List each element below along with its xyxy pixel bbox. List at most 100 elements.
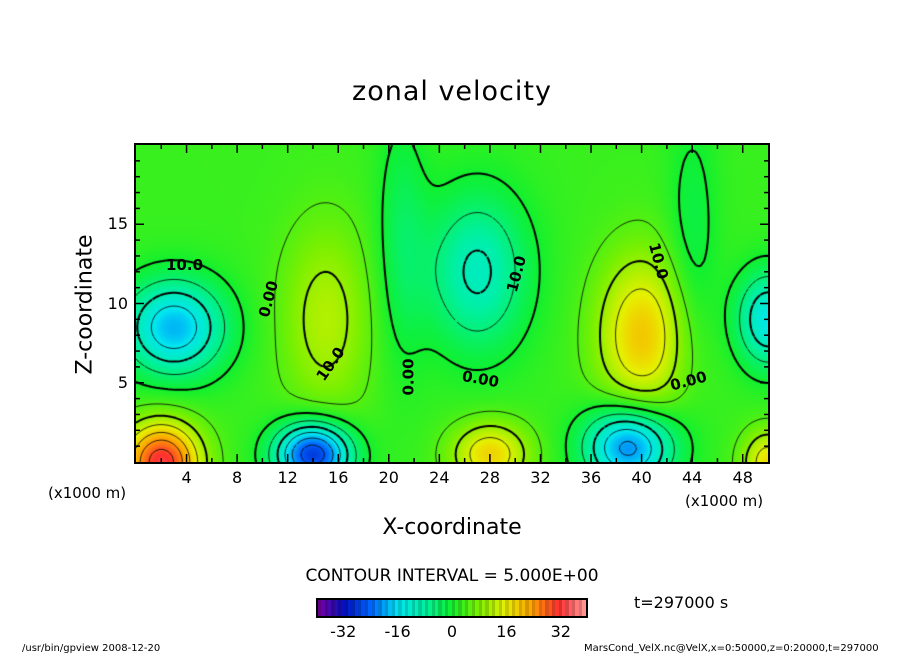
colorbar-swatch: [338, 600, 342, 616]
colorbar-swatch: [364, 600, 369, 616]
x-tick-label: 36: [580, 468, 602, 487]
colorbar-swatch: [528, 600, 532, 616]
colorbar-swatch: [458, 600, 462, 616]
colorbar-swatch: [498, 600, 502, 616]
colorbar-swatch: [552, 600, 556, 616]
y-axis-label: Z-coordinate: [72, 234, 98, 375]
colorbar-swatch: [532, 600, 536, 616]
colorbar-swatch: [525, 600, 529, 616]
colorbar-swatch: [488, 600, 492, 616]
x-tick-label: 32: [530, 468, 551, 487]
colorbar-swatch: [562, 600, 566, 616]
colorbar-swatch: [354, 600, 359, 616]
colorbar-tick-label: -32: [330, 622, 357, 641]
colorbar-swatch: [421, 600, 425, 616]
footer-left: /usr/bin/gpview 2008-12-20: [22, 643, 161, 654]
colorbar-swatch: [388, 600, 392, 616]
x-unit-label: (x1000 m): [685, 492, 764, 510]
colorbar-swatch: [401, 600, 405, 616]
colorbar-swatch: [568, 600, 573, 616]
colorbar-swatch: [545, 600, 549, 616]
colorbar-swatch: [445, 600, 449, 616]
colorbar-swatch: [578, 600, 583, 616]
colorbar-swatch: [318, 600, 322, 616]
colorbar-swatch: [542, 600, 546, 616]
colorbar-swatch: [425, 600, 429, 616]
colorbar-swatch: [324, 600, 329, 616]
colorbar-swatch: [535, 600, 539, 616]
x-tick-label: 48: [732, 468, 753, 487]
x-tick-label: 40: [631, 468, 652, 487]
colorbar-swatch: [378, 600, 382, 616]
y-tick-label: 15: [107, 214, 128, 234]
colorbar-swatch: [411, 600, 415, 616]
colorbar-swatch: [478, 600, 482, 616]
colorbar-swatch: [394, 600, 399, 616]
x-unit-label-left: (x1000 m): [48, 484, 127, 502]
colorbar-swatch: [334, 600, 339, 616]
colorbar-swatch: [381, 600, 385, 616]
colorbar-swatch: [328, 600, 332, 616]
colorbar-swatch: [391, 600, 395, 616]
colorbar-swatch: [374, 600, 379, 616]
colorbar-swatch: [348, 600, 352, 616]
footer-right: MarsCond_VelX.nc@VelX,x=0:50000,z=0:2000…: [584, 643, 879, 654]
x-tick-label: 24: [429, 468, 450, 487]
x-tick-label: 12: [277, 468, 298, 487]
colorbar: [316, 598, 588, 618]
x-tick-label: 4: [181, 468, 192, 487]
colorbar-swatch: [384, 600, 389, 616]
colorbar-swatch: [508, 600, 512, 616]
colorbar-swatch: [538, 600, 543, 616]
colorbar-swatch: [331, 600, 335, 616]
colorbar-tick-label: 32: [550, 622, 571, 641]
colorbar-swatch: [558, 600, 563, 616]
x-axis-label: X-coordinate: [382, 515, 522, 540]
x-tick-label: 28: [479, 468, 501, 487]
colorbar-swatch: [515, 600, 519, 616]
colorbar-swatch: [465, 600, 469, 616]
colorbar-swatch: [371, 600, 375, 616]
colorbar-tick-label: 0: [446, 622, 458, 641]
colorbar-swatch: [438, 600, 442, 616]
colorbar-swatch: [398, 600, 402, 616]
colorbar-swatch: [582, 600, 586, 616]
colorbar-swatch: [448, 600, 452, 616]
colorbar-swatch: [441, 600, 446, 616]
colorbar-swatch: [358, 600, 362, 616]
colorbar-swatch: [468, 600, 472, 616]
colorbar-swatch: [555, 600, 559, 616]
colorbar-swatch: [321, 600, 325, 616]
colorbar-swatch: [491, 600, 496, 616]
colorbar-swatch: [501, 600, 506, 616]
colorbar-swatch: [408, 600, 412, 616]
colorbar-swatch: [518, 600, 522, 616]
colorbar-swatch: [521, 600, 526, 616]
colorbar-swatch: [461, 600, 466, 616]
colorbar-swatch: [428, 600, 432, 616]
y-tick-label: 5: [117, 372, 128, 392]
plot-area: [136, 145, 768, 462]
colorbar-swatch: [418, 600, 422, 616]
colorbar-swatch: [481, 600, 486, 616]
colorbar-swatch: [404, 600, 409, 616]
contour-label: 0.00: [399, 358, 418, 396]
x-tick-label: 8: [232, 468, 243, 487]
colorbar-swatch: [361, 600, 365, 616]
colorbar-swatch: [565, 600, 569, 616]
colorbar-swatch: [341, 600, 345, 616]
colorbar-swatch: [548, 600, 553, 616]
colorbar-swatch: [431, 600, 436, 616]
colorbar-swatch: [344, 600, 349, 616]
colorbar-swatch: [575, 600, 579, 616]
colorbar-swatch: [475, 600, 479, 616]
contour-label: 10.0: [166, 256, 204, 274]
x-tick-label: 20: [378, 468, 399, 487]
x-tick-label: 16: [328, 468, 349, 487]
colorbar-swatch: [351, 600, 355, 616]
colorbar-swatch: [451, 600, 456, 616]
colorbar-tick-label: 16: [496, 622, 517, 641]
colorbar-swatch: [435, 600, 439, 616]
contour-field-canvas: [136, 145, 768, 462]
